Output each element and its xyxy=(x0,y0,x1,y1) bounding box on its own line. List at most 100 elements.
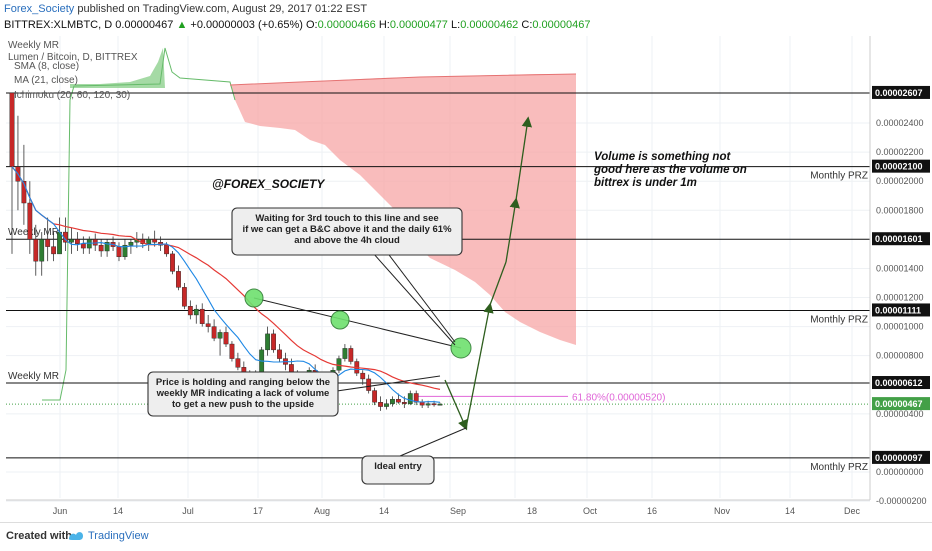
x-tick-label-7: 18 xyxy=(527,506,537,516)
candle-body xyxy=(419,402,425,406)
cloud-span-line xyxy=(42,47,236,401)
candle xyxy=(378,396,383,411)
y-tick-label-10: -0.00000200 xyxy=(876,496,927,506)
candle-body xyxy=(271,333,276,351)
x-tick-label-3: 17 xyxy=(253,506,263,516)
x-tick-label-2: Jul xyxy=(182,506,194,516)
candle-body xyxy=(128,242,134,246)
touch-circle-3[interactable] xyxy=(450,337,472,359)
x-tick-label-1: 14 xyxy=(113,506,123,516)
candle xyxy=(235,352,241,371)
candle-body xyxy=(342,348,348,359)
waiting-callout-line-2: and above the 4h cloud xyxy=(294,235,400,246)
y-tick-label-4: 0.00001400 xyxy=(876,263,924,273)
candle-body xyxy=(9,92,15,167)
candle xyxy=(27,181,33,254)
callout-pointer-waiting-2 xyxy=(364,243,456,346)
y-tick-label-2: 0.00002000 xyxy=(876,176,924,186)
ideal-entry-callout-bg xyxy=(361,455,435,485)
author-link[interactable]: Forex_Society xyxy=(4,3,75,15)
cloud-span-b xyxy=(229,73,577,86)
change-arrow-icon: ▲ xyxy=(176,19,188,31)
arrow-up-1[interactable] xyxy=(465,302,494,429)
level-label-monthly-prz-3: Monthly PRZ xyxy=(810,462,868,473)
candle xyxy=(104,239,110,257)
x-tick-label-8: Oct xyxy=(583,506,598,516)
y-tick-label-1: 0.00002200 xyxy=(876,147,924,157)
candle-body xyxy=(170,253,175,272)
candle xyxy=(384,399,389,410)
candle-body xyxy=(431,403,437,406)
candle-body xyxy=(74,239,80,244)
tradingview-brand[interactable]: TradingView xyxy=(88,530,149,542)
candle-body xyxy=(27,202,33,240)
candle-body xyxy=(57,231,62,255)
close-value: 0.00000467 xyxy=(532,19,591,31)
price-axis[interactable]: 0.00002400 0.00002200 0.00002000 0.00001800… xyxy=(869,36,930,506)
candle xyxy=(57,217,62,255)
tradingview-logo-icon xyxy=(69,532,83,540)
candle xyxy=(413,390,419,406)
candle-body xyxy=(384,403,389,407)
candle-body xyxy=(437,403,443,406)
candle xyxy=(390,396,395,407)
current-price-tag-text: 0.00000467 xyxy=(875,399,923,409)
candle-body xyxy=(217,332,223,339)
volume-note-line-1: good here as the volume on xyxy=(593,164,747,176)
symbol-label: BITTREX:XLMBTC, D xyxy=(4,19,113,31)
candle-body xyxy=(378,402,383,407)
drawings xyxy=(244,116,533,457)
candle xyxy=(407,390,413,406)
price-tag-text-top: 0.00002607 xyxy=(875,88,923,98)
price-tag-text-monthly-prz-1: 0.00002100 xyxy=(875,162,923,172)
annotations: Waiting for 3rd touch to this line and s… xyxy=(147,151,747,485)
price-holding-callout-bg xyxy=(147,371,339,417)
legend-symbol: Lumen / Bitcoin, D, BITTREX xyxy=(8,52,138,63)
candle-body xyxy=(98,244,104,252)
close-label: C: xyxy=(521,19,533,31)
arrow-up-3[interactable] xyxy=(505,197,520,263)
price-tag-text-monthly-prz-2: 0.00001111 xyxy=(875,305,921,315)
candle xyxy=(39,232,45,276)
x-tick-label-5: 14 xyxy=(379,506,389,516)
arrow-up-4[interactable] xyxy=(515,116,533,201)
touch-circle-1[interactable] xyxy=(244,288,264,308)
candle-body xyxy=(187,306,193,316)
candle-body xyxy=(122,244,128,258)
x-tick-label-10: Nov xyxy=(714,506,731,516)
touch-circle-2[interactable] xyxy=(330,310,350,330)
publish-line: Forex_Society published on TradingView.c… xyxy=(4,3,367,15)
price-holding-callout-line-0: Price is holding and ranging below the xyxy=(156,377,330,388)
candle-body xyxy=(348,348,354,362)
sma-8-line xyxy=(11,166,441,403)
watermark-handle: @FOREX_SOCIETY xyxy=(212,177,325,191)
moving-averages xyxy=(11,166,441,403)
chart-header: Forex_Society published on TradingView.c… xyxy=(0,0,932,34)
arrow-up-2[interactable] xyxy=(489,261,507,306)
arrow-down-to-entry[interactable] xyxy=(444,379,468,431)
candle xyxy=(336,355,342,374)
trendline-resistance[interactable] xyxy=(253,297,462,349)
price-holding-callout[interactable]: Price is holding and ranging below thewe… xyxy=(147,371,339,417)
y-tick-label-5: 0.00001200 xyxy=(876,293,924,303)
candle xyxy=(277,344,282,362)
price-chart[interactable]: Monthly PRZ Weekly MR Monthly PRZ Weekly MR… xyxy=(0,0,932,522)
current-price-tag xyxy=(872,397,930,411)
candle-body xyxy=(33,239,39,262)
candle xyxy=(187,300,193,320)
candle xyxy=(342,344,348,362)
level-label-weekly-mr-1: Weekly MR xyxy=(8,227,59,238)
candle xyxy=(33,224,39,276)
candle xyxy=(176,265,181,291)
time-axis[interactable]: Jun 14 Jul 17 Aug 14 Sep 18 Oct 16 Nov 14 Dec xyxy=(6,499,870,516)
candle-body xyxy=(425,403,431,406)
waiting-callout[interactable]: Waiting for 3rd touch to this line and s… xyxy=(231,207,463,256)
candle-body xyxy=(164,244,169,255)
ideal-entry-callout[interactable]: Ideal entry xyxy=(361,455,435,485)
candle-body xyxy=(360,372,366,380)
price-holding-callout-line-2: to get a new push to the upside xyxy=(172,399,314,410)
candle-body xyxy=(401,402,407,404)
candle xyxy=(74,232,80,251)
price-tag-monthly-prz-3 xyxy=(872,450,930,464)
